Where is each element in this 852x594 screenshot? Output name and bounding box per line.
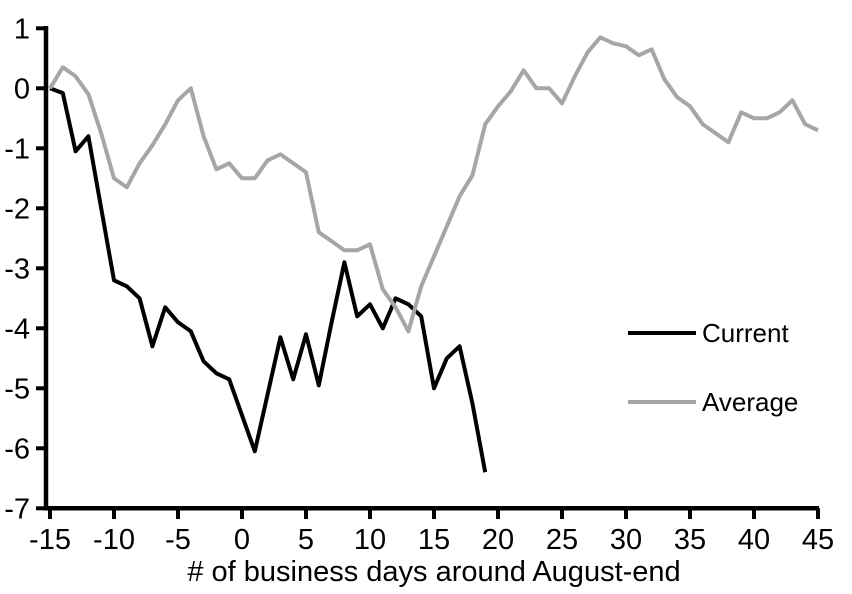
x-tick-label: 0 bbox=[234, 524, 250, 556]
series-group bbox=[48, 35, 819, 473]
x-axis-title: # of business days around August-end bbox=[187, 556, 680, 588]
x-tick-label: 30 bbox=[610, 524, 642, 556]
y-tick-label: 0 bbox=[14, 73, 30, 105]
y-axis: 1 0 -1 -2 -3 -4 -5 -6 -7 bbox=[4, 13, 49, 525]
y-tick-label: -5 bbox=[4, 373, 30, 405]
y-tick-label: -7 bbox=[4, 493, 30, 525]
x-tick-label: -15 bbox=[29, 524, 71, 556]
average-line-series bbox=[48, 35, 819, 334]
x-tick-label: 35 bbox=[674, 524, 706, 556]
legend-label-average: Average bbox=[702, 387, 798, 417]
current-line-series bbox=[49, 86, 488, 473]
y-tick-label: -6 bbox=[4, 433, 30, 465]
y-tick-label: 1 bbox=[14, 13, 30, 45]
y-tick-label: -3 bbox=[4, 253, 30, 285]
x-tick-label: 15 bbox=[418, 524, 450, 556]
x-tick-label: 10 bbox=[354, 524, 386, 556]
x-tick-label: -10 bbox=[93, 524, 135, 556]
x-axis: -15 -10 -5 0 5 10 15 20 25 30 35 40 45 bbox=[29, 506, 834, 556]
x-tick-label: 40 bbox=[738, 524, 770, 556]
legend-label-current: Current bbox=[702, 318, 789, 348]
legend: Current Average bbox=[628, 318, 798, 417]
x-tick-label: 45 bbox=[802, 524, 834, 556]
x-tick-label: 25 bbox=[546, 524, 578, 556]
x-tick-label: 20 bbox=[482, 524, 514, 556]
x-tick-label: -5 bbox=[165, 524, 191, 556]
x-tick-label: 5 bbox=[298, 524, 314, 556]
y-tick-label: -4 bbox=[4, 313, 30, 345]
y-tick-label: -1 bbox=[4, 133, 30, 165]
y-tick-label: -2 bbox=[4, 193, 30, 225]
